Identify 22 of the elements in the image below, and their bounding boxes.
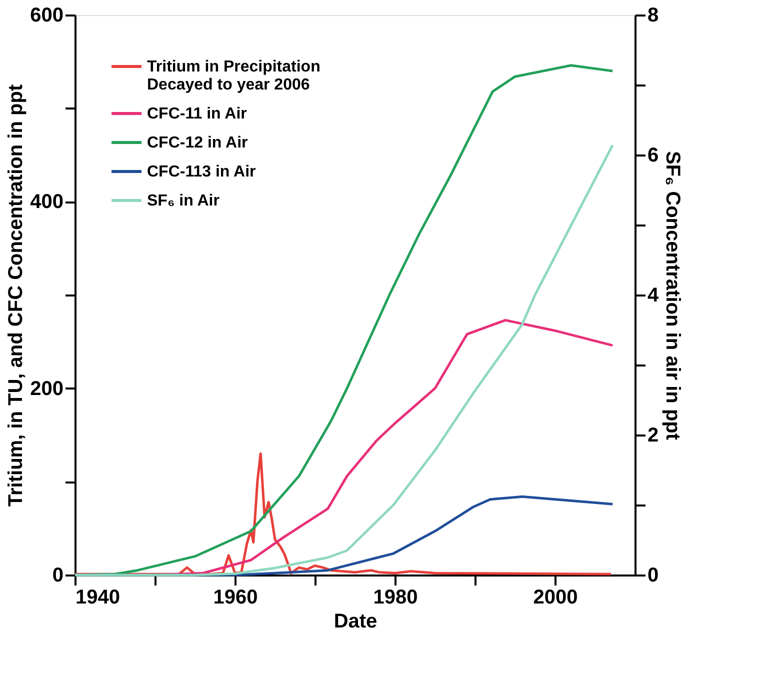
y-tick-label: 600: [30, 4, 64, 26]
y2-axis-title: SF₆ Concentration in air in ppt: [662, 150, 684, 440]
y-tick-label: 400: [30, 191, 64, 214]
legend-label: CFC-113 in Air: [147, 164, 256, 180]
y-axis-title: Tritium, in TU, and CFC Concentration in ppt: [5, 84, 28, 507]
x-tick-label: 1980: [373, 586, 418, 608]
y2-tick-label: 4: [648, 284, 660, 306]
y2-tick-label: 6: [648, 144, 659, 166]
line-series: [154, 318, 614, 576]
y2-tick-label: 0: [648, 564, 659, 586]
y-tick-label: 200: [30, 378, 64, 400]
x-tick-label: 1960: [213, 586, 258, 608]
x-tick-label: 1940: [76, 586, 120, 608]
legend-label: SF₆ in Air: [147, 192, 220, 210]
legend-label: CFC-11 in Air: [147, 106, 247, 122]
legend-label: CFC-12 in Air: [147, 134, 248, 152]
x-axis-title: Date: [334, 610, 378, 632]
x-tick-label: 2000: [533, 586, 578, 608]
y-tick-label: 0: [52, 564, 64, 586]
y2-tick-label: 8: [648, 4, 659, 26]
legend-label: Tritium in Precipitation Decayed to year 2006: [147, 58, 320, 94]
y2-tick-label: 2: [648, 424, 659, 446]
